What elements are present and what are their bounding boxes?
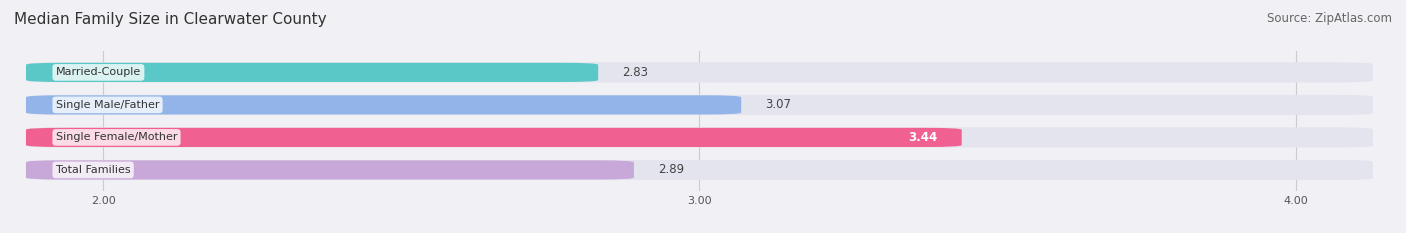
Text: Single Male/Father: Single Male/Father (56, 100, 159, 110)
Text: Source: ZipAtlas.com: Source: ZipAtlas.com (1267, 12, 1392, 25)
FancyBboxPatch shape (25, 62, 1374, 82)
FancyBboxPatch shape (25, 95, 741, 114)
Text: Married-Couple: Married-Couple (56, 67, 141, 77)
FancyBboxPatch shape (25, 95, 1374, 115)
Text: Median Family Size in Clearwater County: Median Family Size in Clearwater County (14, 12, 326, 27)
FancyBboxPatch shape (25, 63, 598, 82)
Text: 3.07: 3.07 (765, 98, 792, 111)
Text: 2.83: 2.83 (621, 66, 648, 79)
FancyBboxPatch shape (25, 160, 1374, 180)
Text: 3.44: 3.44 (908, 131, 938, 144)
FancyBboxPatch shape (25, 128, 962, 147)
Text: 2.89: 2.89 (658, 163, 683, 176)
FancyBboxPatch shape (25, 127, 1374, 147)
Text: Single Female/Mother: Single Female/Mother (56, 132, 177, 142)
FancyBboxPatch shape (25, 160, 634, 179)
Text: Total Families: Total Families (56, 165, 131, 175)
